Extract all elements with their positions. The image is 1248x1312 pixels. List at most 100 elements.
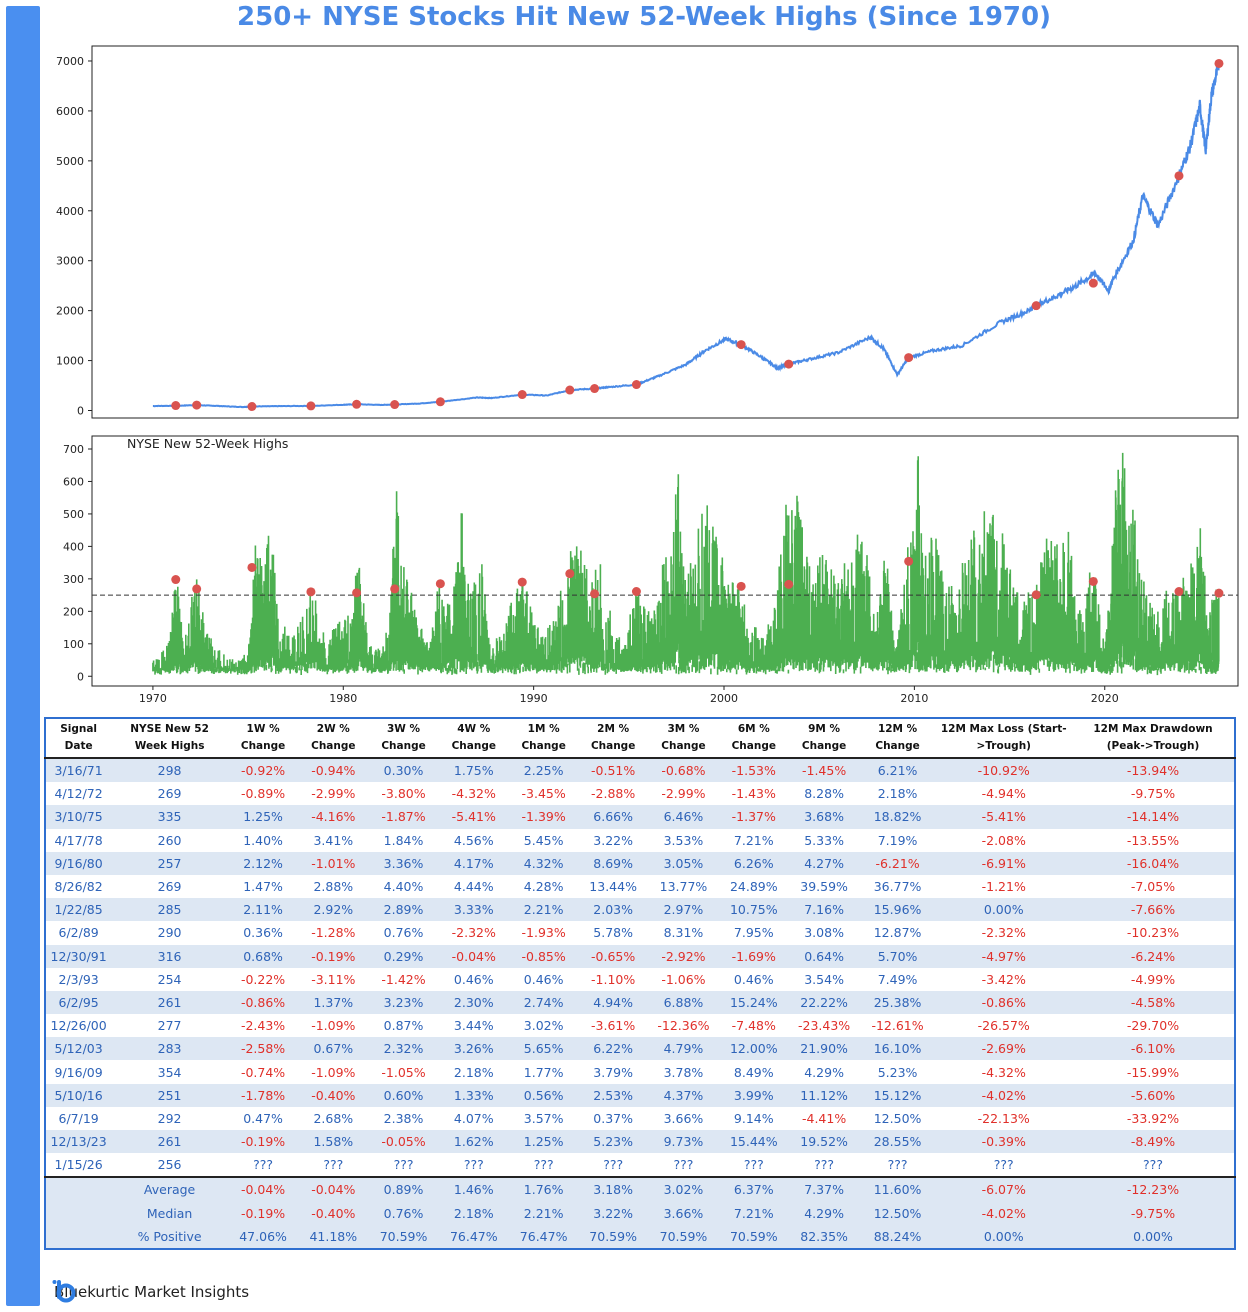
- highs-signal-marker: [306, 587, 316, 597]
- highs-signal-marker: [784, 579, 794, 589]
- y-tick-label: 100: [63, 638, 84, 651]
- table-cell: -2.58%: [227, 1037, 299, 1061]
- table-cell: ???: [227, 1153, 299, 1178]
- table-cell: -1.42%: [368, 967, 439, 991]
- table-cell: -6.24%: [1072, 944, 1235, 968]
- column-header: 3M % Change: [647, 718, 720, 759]
- table-summary: Average -0.04% -0.04% 0.89% 1.46% 1.76% 3.18% 3…: [45, 1176, 1235, 1249]
- summary-cell: 3.18%: [578, 1176, 648, 1202]
- table-cell: 4.07%: [438, 1106, 509, 1130]
- table-cell: 2.21%: [508, 898, 579, 922]
- table-cell: -1.78%: [227, 1083, 299, 1107]
- table-cell: 3.54%: [788, 967, 860, 991]
- summary-label-cell: Average: [111, 1176, 228, 1202]
- table-cell: 9.14%: [719, 1106, 789, 1130]
- summary-row: Median -0.19% -0.40% 0.76% 2.18% 2.21% 3.22% 3.…: [45, 1201, 1235, 1225]
- table-cell: 15.12%: [859, 1083, 936, 1107]
- highs-signal-marker: [736, 581, 746, 591]
- table-cell: 4.56%: [438, 828, 509, 852]
- signal-date-cell: 9/16/80: [45, 851, 112, 875]
- table-cell: 3.26%: [438, 1037, 509, 1061]
- table-cell: -2.32%: [438, 921, 509, 945]
- table-cell: 2.18%: [438, 1060, 509, 1084]
- table-cell: 2.30%: [438, 990, 509, 1015]
- table-cell: -14.14%: [1072, 805, 1235, 829]
- signal-date-cell: 3/10/75: [45, 805, 112, 829]
- table-cell: -0.94%: [298, 758, 369, 783]
- price-series-line: [152, 60, 1220, 409]
- highs-signal-marker: [1174, 587, 1184, 597]
- summary-cell: 4.29%: [788, 1201, 860, 1225]
- table-cell: 39.59%: [788, 874, 860, 899]
- table-cell: 260: [111, 828, 228, 852]
- highs-signal-marker: [1031, 590, 1041, 600]
- table-cell: -5.41%: [438, 805, 509, 829]
- table-cell: 3.57%: [508, 1106, 579, 1130]
- price-signal-marker: [590, 384, 600, 394]
- table-cell: 269: [111, 782, 228, 806]
- table-cell: 1.75%: [438, 758, 509, 783]
- table-cell: -10.23%: [1072, 921, 1235, 945]
- table-cell: 6.46%: [647, 805, 720, 829]
- y-tick-label: 6000: [56, 105, 84, 118]
- table-cell: 4.27%: [788, 851, 860, 875]
- table-cell: -3.45%: [508, 782, 579, 806]
- table-cell: -2.99%: [647, 782, 720, 806]
- table-row: 2/3/93 254 -0.22% -3.11% -1.42% 0.46% 0.46% -1.…: [45, 967, 1235, 991]
- table-cell: 261: [111, 990, 228, 1015]
- table-cell: 5.78%: [578, 921, 648, 945]
- table-cell: -0.74%: [227, 1060, 299, 1084]
- table-cell: 15.24%: [719, 990, 789, 1015]
- table-cell: 354: [111, 1060, 228, 1084]
- table-cell: 8.28%: [788, 782, 860, 806]
- signal-date-cell: 12/13/23: [45, 1130, 112, 1154]
- table-cell: 2.38%: [368, 1106, 439, 1130]
- table-cell: 6.26%: [719, 851, 789, 875]
- table-cell: -1.21%: [935, 874, 1072, 899]
- table-cell: 6.66%: [578, 805, 648, 829]
- table-cell: 3.53%: [647, 828, 720, 852]
- table-cell: 251: [111, 1083, 228, 1107]
- table-cell: 2.03%: [578, 898, 648, 922]
- table-cell: 24.89%: [719, 874, 789, 899]
- table-cell: 3.68%: [788, 805, 860, 829]
- table-cell: -0.65%: [578, 944, 648, 968]
- table-cell: -1.10%: [578, 967, 648, 991]
- table-cell: 1.47%: [227, 874, 299, 899]
- table-cell: 6.22%: [578, 1037, 648, 1061]
- summary-cell: 6.37%: [719, 1176, 789, 1202]
- table-row: 6/2/95 261 -0.86% 1.37% 3.23% 2.30% 2.74% 4.94%…: [45, 990, 1235, 1015]
- x-tick-label: 2020: [1091, 692, 1119, 705]
- table-row: 5/12/03 283 -2.58% 0.67% 2.32% 3.26% 5.65% 6.22…: [45, 1037, 1235, 1061]
- table-cell: 4.94%: [578, 990, 648, 1015]
- signal-date-cell: 8/26/82: [45, 874, 112, 899]
- table-cell: -2.43%: [227, 1014, 299, 1038]
- highs-signal-marker: [171, 575, 181, 585]
- table-cell: 7.16%: [788, 898, 860, 922]
- table-cell: 0.29%: [368, 944, 439, 968]
- table-row: 9/16/80 257 2.12% -1.01% 3.36% 4.17% 4.32% 8.69…: [45, 851, 1235, 875]
- table-cell: 0.46%: [438, 967, 509, 991]
- highs-signal-marker: [904, 556, 914, 566]
- table-cell: 2.12%: [227, 851, 299, 875]
- column-header: 9M % Change: [788, 718, 860, 759]
- column-header: NYSE New 52 Week Highs: [111, 718, 228, 759]
- table-cell: 254: [111, 967, 228, 991]
- table-cell: 3.79%: [578, 1060, 648, 1084]
- table-cell: 3.41%: [298, 828, 369, 852]
- signal-date-cell: 6/2/89: [45, 921, 112, 945]
- table-cell: -0.05%: [368, 1130, 439, 1154]
- table-cell: -1.39%: [508, 805, 579, 829]
- signal-date-cell: 2/3/93: [45, 967, 112, 991]
- summary-cell: -9.75%: [1072, 1201, 1235, 1225]
- table-cell: 4.17%: [438, 851, 509, 875]
- summary-cell: -0.04%: [227, 1176, 299, 1202]
- table-cell: 0.60%: [368, 1083, 439, 1107]
- table-cell: 12.00%: [719, 1037, 789, 1061]
- table-cell: 5.23%: [578, 1130, 648, 1154]
- column-header: 3W % Change: [368, 718, 439, 759]
- table-cell: 335: [111, 805, 228, 829]
- highs-signal-marker: [631, 587, 641, 597]
- x-tick-label: 2000: [710, 692, 738, 705]
- table-cell: 15.96%: [859, 898, 936, 922]
